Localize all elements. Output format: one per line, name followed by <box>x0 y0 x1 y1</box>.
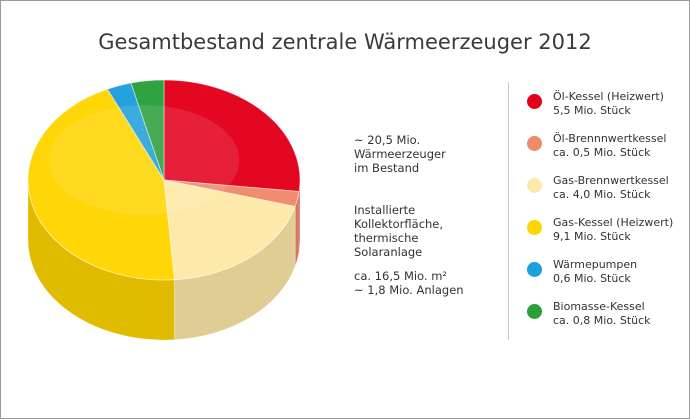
legend: Öl-Kessel (Heizwert) 5,5 Mio. Stück Öl-B… <box>508 82 689 340</box>
legend-swatch-gas-brennwert <box>527 178 542 193</box>
solar-figures-annotation: ca. 16,5 Mio. m² ~ 1,8 Mio. Anlagen <box>354 269 464 297</box>
legend-name-oel-kessel: Öl-Kessel (Heizwert) <box>553 90 664 103</box>
legend-swatch-oel-kessel <box>527 94 542 109</box>
total-annotation: ~ 20,5 Mio. Wärmeerzeuger im Bestand <box>354 133 446 175</box>
legend-swatch-gas-kessel <box>527 220 542 235</box>
solar-annotation: Installierte Kollektorfläche, thermische… <box>354 203 444 259</box>
legend-name-gas-brennwert: Gas-Brennwertkessel <box>553 174 669 187</box>
pie-slice-2 <box>163 179 296 281</box>
legend-value-waermepumpen: 0,6 Mio. Stück <box>553 272 631 285</box>
legend-item-waermepumpen: Wärmepumpen 0,6 Mio. Stück <box>527 258 690 298</box>
legend-name-waermepumpen: Wärmepumpen <box>553 258 638 271</box>
pie-slice-0 <box>163 79 301 192</box>
legend-text-biomasse: Biomasse-Kessel ca. 0,8 Mio. Stück <box>553 300 651 328</box>
pie-top-faces <box>27 79 301 281</box>
legend-value-oel-brennwert: ca. 0,5 Mio. Stück <box>553 146 651 159</box>
legend-item-gas-brennwert: Gas-Brennwertkessel ca. 4,0 Mio. Stück <box>527 174 690 214</box>
legend-item-oel-kessel: Öl-Kessel (Heizwert) 5,5 Mio. Stück <box>527 90 690 130</box>
legend-text-oel-brennwert: Öl-Brennnwertkessel ca. 0,5 Mio. Stück <box>553 132 666 160</box>
legend-swatch-waermepumpen <box>527 262 542 277</box>
legend-name-gas-kessel: Gas-Kessel (Heizwert) <box>553 216 674 229</box>
legend-value-oel-kessel: 5,5 Mio. Stück <box>553 104 631 117</box>
chart-title: Gesamtbestand zentrale Wärmeerzeuger 201… <box>98 30 592 54</box>
pie-highlight <box>48 105 240 215</box>
legend-name-biomasse: Biomasse-Kessel <box>553 300 645 313</box>
legend-value-gas-kessel: 9,1 Mio. Stück <box>553 230 631 243</box>
legend-value-biomasse: ca. 0,8 Mio. Stück <box>553 314 651 327</box>
legend-text-gas-brennwert: Gas-Brennwertkessel ca. 4,0 Mio. Stück <box>553 174 669 202</box>
legend-text-gas-kessel: Gas-Kessel (Heizwert) 9,1 Mio. Stück <box>553 216 673 244</box>
legend-item-biomasse: Biomasse-Kessel ca. 0,8 Mio. Stück <box>527 300 690 340</box>
legend-text-oel-kessel: Öl-Kessel (Heizwert) 5,5 Mio. Stück <box>553 90 664 118</box>
legend-value-gas-brennwert: ca. 4,0 Mio. Stück <box>553 188 651 201</box>
legend-swatch-oel-brennwert <box>527 136 542 151</box>
legend-item-oel-brennwert: Öl-Brennnwertkessel ca. 0,5 Mio. Stück <box>527 132 690 172</box>
pie-slice-3 <box>27 88 175 281</box>
legend-swatch-biomasse <box>527 304 542 319</box>
legend-text-waermepumpen: Wärmepumpen 0,6 Mio. Stück <box>553 258 637 286</box>
pie-slice-5 <box>130 79 165 181</box>
legend-name-oel-brennwert: Öl-Brennnwertkessel <box>553 132 667 145</box>
legend-item-gas-kessel: Gas-Kessel (Heizwert) 9,1 Mio. Stück <box>527 216 690 256</box>
